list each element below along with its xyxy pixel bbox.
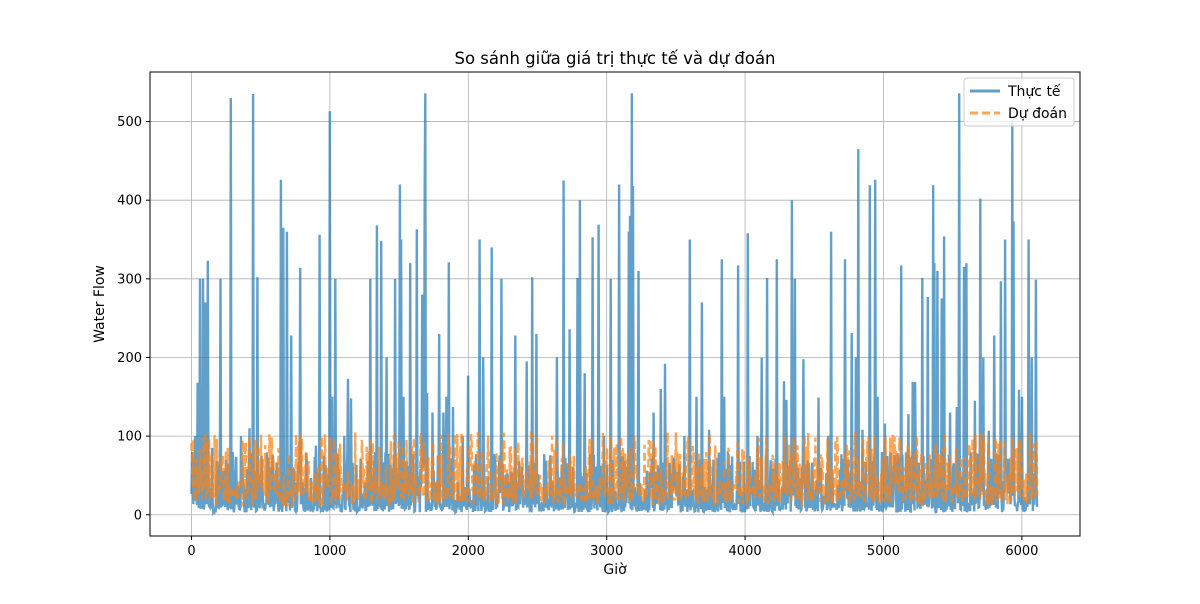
series-group: [190, 93, 1039, 517]
x-tick-label: 1000: [313, 544, 346, 559]
x-axis-label: Giờ: [603, 562, 627, 578]
chart-title: So sánh giữa giá trị thực tế và dự đoán: [454, 49, 775, 68]
y-tick-label: 0: [134, 508, 142, 523]
legend: Thực tế Dự đoán: [963, 77, 1075, 127]
y-tick-label: 100: [117, 430, 142, 445]
y-axis-label: Water Flow: [92, 265, 108, 343]
x-tick-label: 2000: [452, 544, 485, 559]
y-axis-ticks: 0 100 200 300 400 500: [117, 115, 150, 523]
y-tick-label: 400: [117, 194, 142, 209]
x-tick-label: 6000: [1005, 544, 1038, 559]
x-tick-label: 5000: [867, 544, 900, 559]
x-tick-label: 0: [187, 544, 195, 559]
axes-frame: [149, 71, 1081, 537]
x-tick-label: 3000: [590, 544, 623, 559]
legend-label-predicted: Dự đoán: [1008, 106, 1067, 122]
legend-label-actual: Thực tế: [1007, 83, 1061, 100]
x-axis-ticks: 0 1000 2000 3000 4000 5000 6000: [187, 536, 1038, 559]
series-line-actual: [190, 93, 1039, 517]
y-tick-label: 500: [117, 115, 142, 130]
y-tick-label: 200: [117, 351, 142, 366]
series-line-predicted: [190, 431, 1039, 508]
y-tick-label: 300: [117, 272, 142, 287]
x-tick-label: 4000: [729, 544, 762, 559]
